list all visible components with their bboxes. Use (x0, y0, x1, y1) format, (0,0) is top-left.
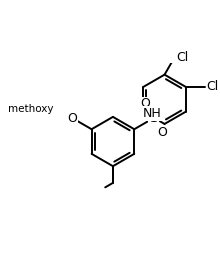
Text: Cl: Cl (176, 51, 188, 64)
Text: O: O (67, 112, 77, 125)
Text: NH: NH (143, 107, 161, 120)
Text: S: S (149, 111, 158, 125)
Text: O: O (157, 126, 167, 139)
Text: O: O (140, 97, 150, 110)
Text: Cl: Cl (207, 81, 219, 94)
Text: methoxy: methoxy (8, 104, 53, 114)
